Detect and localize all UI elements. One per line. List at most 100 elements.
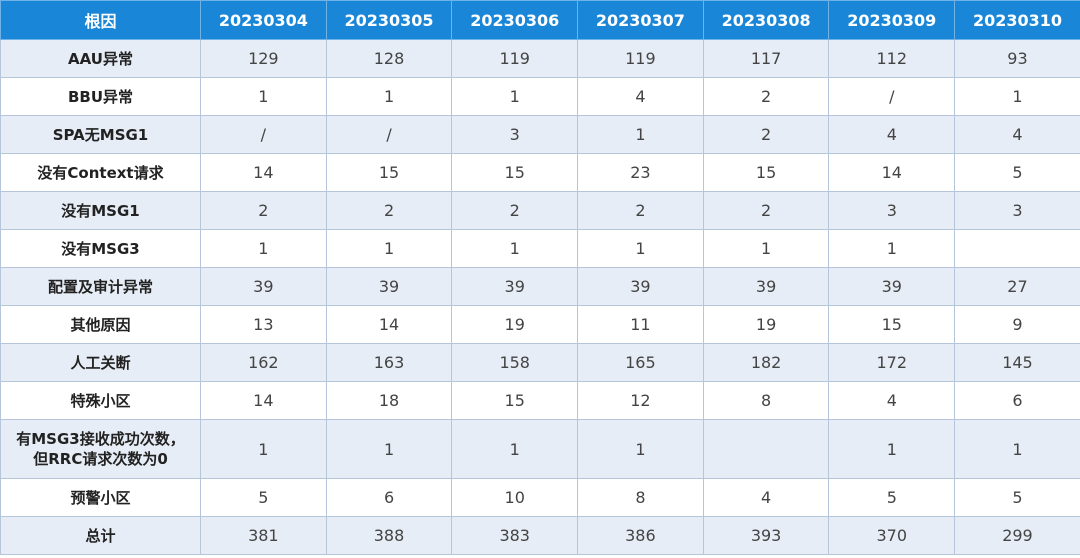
table-cell: 5 [954,153,1080,192]
header-row: 根因 20230304 20230305 20230306 20230307 2… [0,0,1080,40]
table-cell: 1 [325,77,453,116]
table-row-total: 总计 381 388 383 386 393 370 299 [0,516,1080,555]
table-cell: 128 [325,39,453,78]
table-cell: 4 [954,115,1080,154]
table-cell: 2 [451,191,579,230]
table-cell: 4 [828,381,956,420]
table-cell: 1 [702,229,830,268]
table-cell: 19 [702,305,830,344]
table-cell: 129 [200,39,327,78]
table-row: 预警小区 5 6 10 8 4 5 5 [0,478,1080,517]
table-cell: 11 [577,305,704,344]
table-cell: 1 [577,419,704,479]
table-cell: 4 [828,115,956,154]
table-cell: 39 [325,267,453,306]
table-cell: 1 [577,229,704,268]
table-cell: 4 [577,77,704,116]
header-date: 20230308 [702,0,830,40]
table-cell: 1 [451,419,579,479]
table-cell: 19 [451,305,579,344]
table-cell: 119 [451,39,579,78]
table-cell: 39 [702,267,830,306]
table-row: 有MSG3接收成功次数， 但RRC请求次数为0 1 1 1 1 1 1 [0,419,1080,479]
table-row: 特殊小区 14 18 15 12 8 4 6 [0,381,1080,420]
table-cell: 1 [577,115,704,154]
header-date: 20230309 [828,0,956,40]
table-cell: 1 [451,229,579,268]
table-cell: 370 [828,516,956,555]
table-cell: 8 [577,478,704,517]
table-cell: 15 [702,153,830,192]
row-label: 特殊小区 [0,381,201,420]
table-row: 没有MSG3 1 1 1 1 1 1 [0,229,1080,268]
header-date: 20230307 [577,0,704,40]
table-cell: 1 [200,229,327,268]
table-row: 没有MSG1 2 2 2 2 2 3 3 [0,191,1080,230]
table-cell: 1 [828,229,956,268]
table-cell: 1 [828,419,956,479]
row-label: 人工关断 [0,343,201,382]
table-cell: / [828,77,956,116]
table-cell: 23 [577,153,704,192]
table-cell: 2 [200,191,327,230]
table-cell: 1 [200,77,327,116]
row-label: 有MSG3接收成功次数， 但RRC请求次数为0 [0,419,201,479]
header-date: 20230305 [325,0,453,40]
table-cell: 13 [200,305,327,344]
table-cell: 6 [954,381,1080,420]
header-date: 20230306 [451,0,579,40]
table-cell: 393 [702,516,830,555]
table-cell: 10 [451,478,579,517]
row-label: 没有Context请求 [0,153,201,192]
table-cell: 6 [325,478,453,517]
table-cell: 112 [828,39,956,78]
table-cell: 172 [828,343,956,382]
table-cell: 27 [954,267,1080,306]
table-row: 配置及审计异常 39 39 39 39 39 39 27 [0,267,1080,306]
table-row: BBU异常 1 1 1 4 2 / 1 [0,77,1080,116]
table-cell: 381 [200,516,327,555]
table-cell: 1 [200,419,327,479]
row-label: BBU异常 [0,77,201,116]
table-cell: 386 [577,516,704,555]
table-cell: / [200,115,327,154]
table-cell: / [325,115,453,154]
table-cell: 15 [828,305,956,344]
row-label: SPA无MSG1 [0,115,201,154]
row-label: 配置及审计异常 [0,267,201,306]
table-cell: 119 [577,39,704,78]
table-cell: 14 [828,153,956,192]
table-row: 没有Context请求 14 15 15 23 15 14 5 [0,153,1080,192]
table-cell: 12 [577,381,704,420]
table-cell: 162 [200,343,327,382]
table-cell: 14 [325,305,453,344]
table-row: 其他原因 13 14 19 11 19 15 9 [0,305,1080,344]
table-row: AAU异常 129 128 119 119 117 112 93 [0,39,1080,78]
table-cell: 5 [200,478,327,517]
row-label-line-1: 有MSG3接收成功次数， [16,430,185,448]
table-cell: 2 [325,191,453,230]
table-cell: 9 [954,305,1080,344]
table-cell: 1 [954,419,1080,479]
table-cell: 39 [828,267,956,306]
table-cell: 158 [451,343,579,382]
table-cell: 165 [577,343,704,382]
row-label: 没有MSG1 [0,191,201,230]
table-cell: 4 [702,478,830,517]
table-cell: 15 [451,153,579,192]
header-root-cause: 根因 [0,0,201,40]
table-cell: 39 [451,267,579,306]
table-cell: 93 [954,39,1080,78]
row-label: 没有MSG3 [0,229,201,268]
table-cell: 5 [828,478,956,517]
table-cell: 3 [451,115,579,154]
table-row: SPA无MSG1 / / 3 1 2 4 4 [0,115,1080,154]
table-cell: 182 [702,343,830,382]
table-cell: 299 [954,516,1080,555]
row-label: AAU异常 [0,39,201,78]
table-cell: 1 [954,77,1080,116]
row-label: 其他原因 [0,305,201,344]
table-cell: 145 [954,343,1080,382]
table-cell: 5 [954,478,1080,517]
table-cell: 388 [325,516,453,555]
